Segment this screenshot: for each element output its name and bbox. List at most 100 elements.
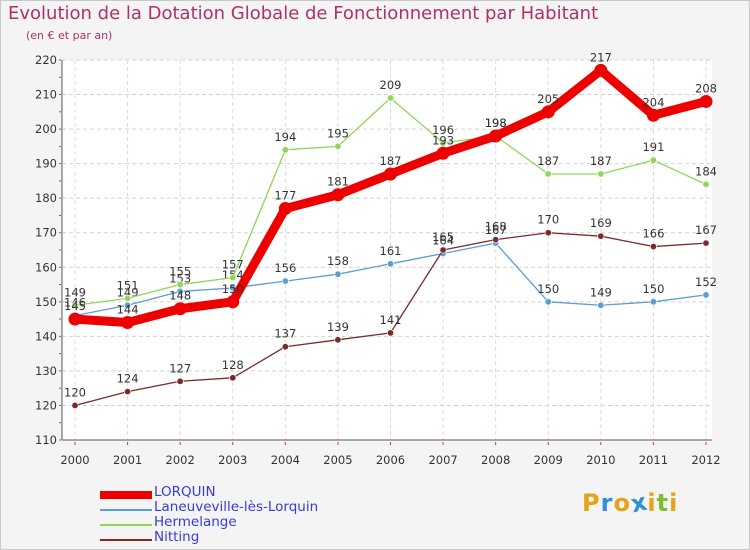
data-point-hermelange	[439, 139, 447, 147]
logo-letter: i	[669, 489, 679, 517]
data-point-nitting	[649, 243, 657, 251]
x-tick-label: 2006	[376, 453, 405, 467]
data-label-nitting: 170	[537, 213, 559, 227]
data-point-laneuveville-les-lorquin	[649, 298, 657, 306]
data-label-nitting: 128	[222, 358, 244, 372]
data-label-nitting: 141	[380, 313, 402, 327]
data-point-lorquin	[436, 146, 450, 160]
data-point-lorquin	[121, 316, 135, 330]
x-tick-label: 2012	[691, 453, 720, 467]
data-label-lorquin: 208	[695, 81, 717, 95]
data-point-hermelange	[702, 180, 710, 188]
data-point-laneuveville-les-lorquin	[702, 291, 710, 299]
legend-label: Laneuveville-lès-Lorquin	[154, 499, 319, 515]
data-point-hermelange	[544, 170, 552, 178]
data-label-nitting: 165	[432, 230, 454, 244]
legend-swatch	[100, 509, 152, 511]
y-tick-label: 140	[35, 329, 57, 343]
proxiti-logo: Proxiti	[582, 488, 679, 519]
data-point-laneuveville-les-lorquin	[176, 287, 184, 295]
data-label-hermelange: 184	[695, 164, 717, 178]
data-label-hermelange: 157	[222, 258, 244, 272]
x-tick-label: 2011	[639, 453, 668, 467]
data-point-lorquin	[541, 105, 555, 119]
data-point-nitting	[176, 377, 184, 385]
data-label-laneuveville-les-lorquin: 152	[695, 275, 717, 289]
data-point-lorquin	[489, 129, 503, 143]
data-point-nitting	[544, 229, 552, 237]
data-label-laneuveville-les-lorquin: 167	[485, 223, 507, 237]
data-label-laneuveville-les-lorquin: 156	[274, 261, 296, 275]
logo-letter: t	[656, 489, 670, 517]
data-label-lorquin: 187	[380, 154, 402, 168]
plot-area	[62, 60, 712, 440]
data-point-hermelange	[649, 156, 657, 164]
data-label-laneuveville-les-lorquin: 149	[590, 285, 612, 299]
data-label-hermelange: 191	[642, 140, 664, 154]
data-label-hermelange: 196	[432, 123, 454, 137]
legend-swatch	[100, 539, 152, 541]
data-point-hermelange	[386, 94, 394, 102]
data-point-hermelange	[71, 301, 79, 309]
data-point-hermelange	[597, 170, 605, 178]
chart-subtitle: (en € et par an)	[26, 29, 113, 42]
data-label-hermelange: 155	[169, 265, 191, 279]
data-label-nitting: 124	[117, 372, 139, 386]
data-label-laneuveville-les-lorquin: 158	[327, 254, 349, 268]
data-point-laneuveville-les-lorquin	[386, 260, 394, 268]
y-tick-label: 160	[35, 260, 57, 274]
data-label-hermelange: 195	[327, 126, 349, 140]
data-label-lorquin: 148	[169, 289, 191, 303]
data-label-lorquin: 177	[274, 189, 296, 203]
legend-label: LORQUIN	[154, 484, 216, 500]
data-point-laneuveville-les-lorquin	[281, 277, 289, 285]
data-point-nitting	[281, 343, 289, 351]
data-label-nitting: 127	[169, 361, 191, 375]
data-point-laneuveville-les-lorquin	[597, 301, 605, 309]
data-label-lorquin: 145	[64, 299, 86, 313]
data-label-lorquin: 205	[537, 92, 559, 106]
data-label-laneuveville-les-lorquin: 149	[117, 285, 139, 299]
data-point-laneuveville-les-lorquin	[334, 270, 342, 278]
data-label-hermelange: 151	[117, 278, 139, 292]
y-tick-label: 170	[35, 226, 57, 240]
legend-swatch	[100, 524, 152, 526]
y-tick-label: 150	[35, 295, 57, 309]
chart-title: Evolution de la Dotation Globale de Fonc…	[8, 3, 599, 24]
data-label-lorquin: 198	[485, 116, 507, 130]
data-point-nitting	[492, 236, 500, 244]
data-label-hermelange: 209	[380, 78, 402, 92]
data-point-nitting	[334, 336, 342, 344]
legend-label: Nitting	[154, 529, 200, 545]
data-point-lorquin	[646, 108, 660, 122]
data-point-lorquin	[173, 302, 187, 316]
data-label-nitting: 120	[64, 385, 86, 399]
logo-letter: i	[647, 489, 657, 517]
y-tick-label: 180	[35, 191, 57, 205]
data-point-hermelange	[334, 142, 342, 150]
logo-letter: o	[613, 489, 631, 517]
y-tick-label: 210	[35, 88, 57, 102]
legend-label: Hermelange	[154, 514, 237, 530]
data-point-nitting	[71, 401, 79, 409]
data-point-laneuveville-les-lorquin	[544, 298, 552, 306]
data-point-lorquin	[384, 167, 397, 181]
y-tick-label: 220	[35, 53, 57, 67]
data-label-hermelange: 187	[590, 154, 612, 168]
data-label-laneuveville-les-lorquin: 150	[537, 282, 559, 296]
data-point-hermelange	[281, 146, 289, 154]
data-label-lorquin: 150	[222, 282, 244, 296]
data-point-nitting	[124, 388, 132, 396]
x-tick-label: 2003	[218, 453, 247, 467]
data-point-nitting	[229, 374, 237, 382]
y-tick-label: 130	[35, 364, 57, 378]
data-label-hermelange: 149	[64, 285, 86, 299]
legend-swatch	[100, 491, 152, 499]
x-tick-label: 2000	[60, 453, 89, 467]
data-label-nitting: 169	[590, 216, 612, 230]
data-label-hermelange: 187	[537, 154, 559, 168]
x-tick-label: 2008	[481, 453, 510, 467]
data-point-lorquin	[699, 94, 713, 108]
data-label-lorquin: 217	[590, 50, 612, 64]
